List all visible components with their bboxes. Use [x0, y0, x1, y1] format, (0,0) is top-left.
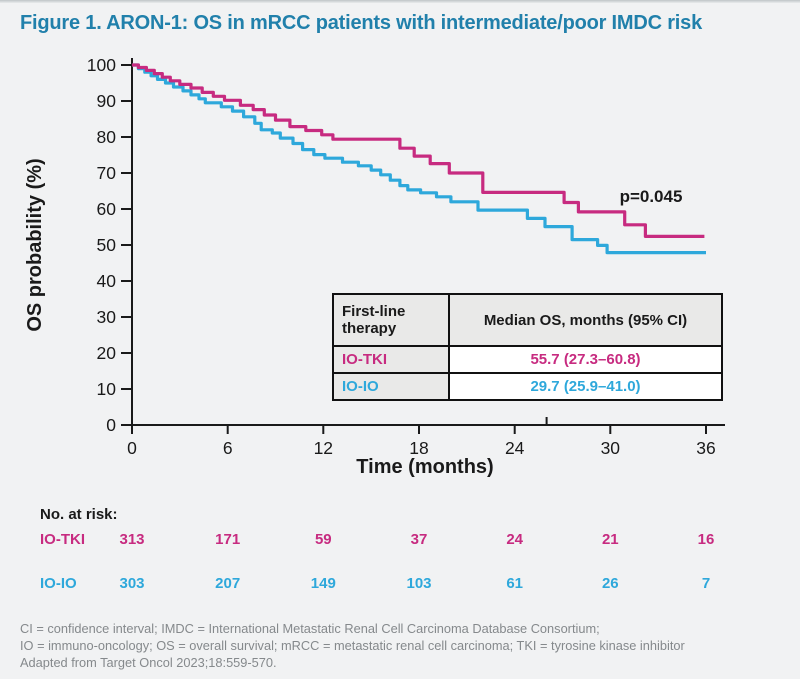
y-tick-label: 50	[97, 235, 117, 255]
x-tick-label: 36	[696, 438, 715, 458]
x-tick-label: 0	[127, 438, 137, 458]
footnote-line-2: IO = immuno-oncology; OS = overall survi…	[20, 638, 685, 653]
y-tick-label: 40	[97, 271, 117, 291]
risk-count: 59	[314, 531, 332, 548]
x-tick-label: 6	[223, 438, 233, 458]
risk-count: 37	[410, 531, 428, 548]
median-table-value-io-io: 29.7 (25.9–41.0)	[448, 372, 723, 401]
curve-io-io	[132, 63, 706, 255]
risk-count: 21	[601, 531, 619, 548]
axes	[131, 58, 725, 426]
curve-io-tki	[132, 63, 705, 238]
risk-count: 26	[601, 575, 619, 592]
risk-count: 313	[119, 531, 145, 548]
median-table-value-io-tki: 55.7 (27.3–60.8)	[448, 345, 723, 374]
median-table-label-io-io: IO-IO	[332, 372, 450, 401]
y-tick-label: 30	[97, 307, 117, 327]
risk-count: 24	[506, 531, 524, 548]
y-tick-label: 60	[97, 199, 117, 219]
footnote-line-3: Adapted from Target Oncol 2023;18:559-57…	[20, 655, 277, 670]
top-edge-divider	[0, 0, 800, 3]
risk-count: 207	[215, 575, 241, 592]
y-tick-label: 0	[106, 415, 116, 435]
y-tick-label: 20	[97, 343, 117, 363]
risk-count: 61	[506, 575, 524, 592]
median-table-header-median-os: Median OS, months (95% CI)	[448, 293, 723, 347]
risk-count: 103	[406, 575, 432, 592]
x-tick-label: 12	[314, 438, 333, 458]
median-table-row-io-tki: IO-TKI 55.7 (27.3–60.8)	[332, 345, 723, 374]
footnote-line-1: CI = confidence interval; IMDC = Interna…	[20, 621, 600, 636]
y-tick-label: 80	[97, 127, 117, 147]
y-axis-title: OS probability (%)	[24, 158, 46, 331]
risk-count: 7	[701, 575, 711, 592]
median-os-table: First-line therapy Median OS, months (95…	[332, 293, 723, 401]
axis-ticks: 0 10 20 30 40 50 60 70 80 90 100 0 6 12 18 24 30 36	[87, 55, 716, 458]
survival-curves	[132, 63, 706, 255]
figure-title: Figure 1. ARON-1: OS in mRCC patients wi…	[20, 12, 703, 34]
p-value-annotation: p=0.045	[620, 187, 683, 206]
risk-row-io-io: IO-IO 303 207 149 103 61 26 7	[0, 575, 800, 593]
risk-row-io-tki: IO-TKI 313 171 59 37 24 21 16	[0, 531, 800, 549]
y-tick-label: 100	[87, 55, 116, 75]
risk-count: 16	[697, 531, 715, 548]
risk-count: 171	[215, 531, 241, 548]
x-tick-label: 30	[601, 438, 621, 458]
y-tick-label: 10	[97, 379, 117, 399]
x-tick-label: 24	[505, 438, 525, 458]
risk-count: 149	[310, 575, 336, 592]
footnote: CI = confidence interval; IMDC = Interna…	[20, 620, 790, 671]
x-tick-label: 18	[409, 438, 428, 458]
y-tick-label: 90	[97, 91, 117, 111]
risk-count: 303	[119, 575, 145, 592]
risk-table-title: No. at risk:	[40, 506, 118, 523]
median-table-header-row: First-line therapy Median OS, months (95…	[332, 293, 723, 347]
median-table-header-therapy: First-line therapy	[332, 293, 450, 347]
x-axis-title: Time (months)	[356, 456, 493, 478]
risk-row-label-io-tki: IO-TKI	[40, 531, 85, 548]
risk-row-label-io-io: IO-IO	[40, 575, 77, 592]
median-table-row-io-io: IO-IO 29.7 (25.9–41.0)	[332, 372, 723, 401]
median-table-label-io-tki: IO-TKI	[332, 345, 450, 374]
y-tick-label: 70	[97, 163, 117, 183]
